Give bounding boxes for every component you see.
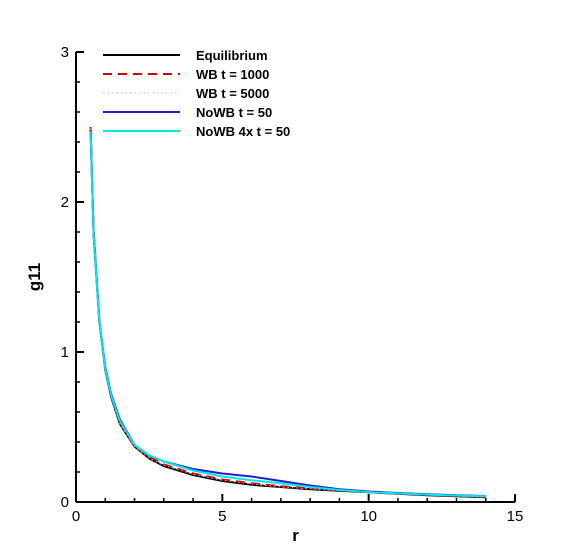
legend-label-3: NoWB t = 50 <box>196 105 272 120</box>
x-axis-title: r <box>292 526 299 545</box>
legend-label-2: WB t = 5000 <box>196 86 269 101</box>
y-tick-label: 0 <box>61 494 69 511</box>
series-line-4 <box>89 131 486 498</box>
x-axis-ticks: 0 5 10 15 <box>72 494 524 525</box>
legend-label-4: NoWB 4x t = 50 <box>196 124 290 139</box>
y-tick-label: 1 <box>61 344 69 361</box>
plot-curves <box>89 126 486 499</box>
y-axis-title: g11 <box>25 263 44 291</box>
series-line-2 <box>90 128 486 498</box>
y-tick-label: 2 <box>61 194 69 211</box>
legend: Equilibrium WB t = 1000 WB t = 5000 NoWB t … <box>103 48 290 139</box>
legend-label-0: Equilibrium <box>196 48 268 63</box>
x-tick-label: 5 <box>218 508 226 525</box>
x-tick-label: 0 <box>72 508 80 525</box>
series-line-3 <box>89 131 486 497</box>
series-line-1 <box>89 126 486 498</box>
x-tick-label: 10 <box>360 508 377 525</box>
legend-label-1: WB t = 1000 <box>196 67 269 82</box>
series-line-0 <box>89 129 486 499</box>
plot-axes <box>75 52 515 503</box>
x-tick-label: 15 <box>507 508 524 525</box>
y-axis-ticks: 0 1 2 3 <box>61 44 84 511</box>
y-tick-label: 3 <box>61 44 69 61</box>
